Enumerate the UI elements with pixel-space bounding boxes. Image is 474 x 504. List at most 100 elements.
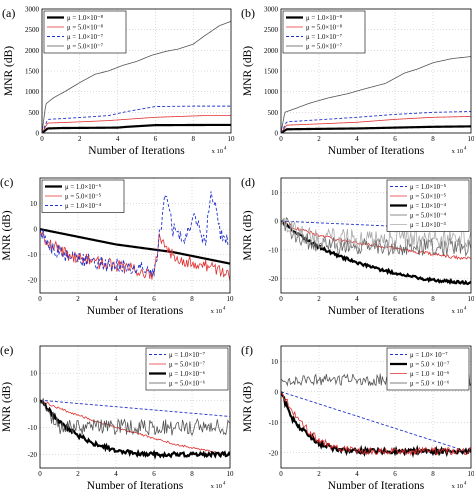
x-tick-label: 0 [38, 470, 42, 478]
y-axis-label: MNR (dB) [3, 46, 15, 96]
legend-label: μ = 5.0 × 10⁻⁶ [410, 381, 450, 388]
x-tick-label: 10 [468, 295, 474, 303]
x-tick-label: 0 [279, 135, 283, 143]
x-tick-label: 0 [38, 295, 42, 303]
legend-label: μ = 5.0×10⁻⁸ [67, 25, 104, 32]
x-tick-label: 6 [152, 295, 156, 303]
series-line-4 [281, 56, 471, 133]
legend-label: μ = 1.0×10⁻⁵ [410, 184, 447, 191]
x-multiplier: x 10 [211, 483, 222, 490]
x-tick-label: 8 [431, 135, 435, 143]
x-multiplier-exponent: 4 [223, 307, 226, 312]
x-tick-label: 0 [40, 135, 44, 143]
x-tick-label: 2 [317, 470, 321, 478]
legend-label: μ = 1.0×10⁻⁸ [67, 15, 104, 22]
y-tick-label: 0 [34, 397, 38, 405]
legend-label: μ = 5.0×10⁻⁸ [306, 25, 343, 32]
plot-frame [41, 8, 232, 134]
x-tick-label: 0 [279, 295, 283, 303]
x-tick-label: 0 [279, 470, 283, 478]
x-tick-label: 8 [190, 470, 194, 478]
panel-label: (a) [2, 6, 15, 20]
y-tick-label: 1500 [25, 68, 40, 76]
y-tick-label: 1000 [264, 88, 279, 96]
x-multiplier-exponent: 4 [223, 482, 226, 487]
y-tick-label: -10 [269, 419, 279, 427]
y-tick-label: -10 [28, 424, 38, 432]
x-tick-label: 2 [317, 135, 321, 143]
y-tick-label: 0 [275, 218, 279, 226]
x-axis-label: Number of Iterations [328, 480, 425, 492]
y-axis-label: MNR (dB) [242, 210, 254, 260]
x-tick-label: 4 [114, 470, 118, 478]
series-line-1 [281, 391, 471, 454]
x-multiplier-exponent: 4 [464, 307, 467, 312]
x-tick-label: 4 [355, 135, 359, 143]
chart-panel-b: 0 2 4 6 8 10 0 500 1000 1500 2000 2500 3000 μ = 1.0×1… [241, 6, 474, 158]
x-tick-label: 10 [468, 470, 474, 478]
x-tick-label: 2 [76, 295, 80, 303]
y-tick-label: -20 [28, 277, 38, 285]
x-tick-label: 6 [393, 295, 397, 303]
legend-label: μ = 1.0×10⁻⁵ [65, 184, 102, 191]
x-tick-label: 2 [76, 470, 80, 478]
y-tick-label: 0 [36, 130, 40, 138]
y-tick-label: 2000 [264, 47, 279, 55]
x-tick-label: 4 [355, 470, 359, 478]
y-tick-label: 0 [275, 388, 279, 396]
x-multiplier: x 10 [212, 148, 223, 155]
series-line-2 [281, 116, 471, 133]
x-axis-label: Number of Iterations [328, 305, 425, 317]
y-tick-label: 1000 [25, 88, 40, 96]
y-tick-label: 10 [30, 200, 38, 208]
series-line-4 [42, 21, 231, 133]
series-line-3 [40, 399, 230, 460]
legend-label: μ = 5.0×10⁻⁵ [410, 194, 447, 201]
x-multiplier: x 10 [452, 483, 463, 490]
y-tick-label: -10 [28, 251, 38, 259]
series-line-3 [281, 111, 471, 133]
x-multiplier: x 10 [452, 148, 463, 155]
y-tick-label: 500 [29, 109, 40, 117]
x-multiplier: x 10 [452, 308, 463, 315]
legend-label: μ = 1.0×10⁻⁴ [65, 203, 102, 210]
y-tick-label: -10 [269, 246, 279, 254]
x-tick-label: 8 [190, 295, 194, 303]
chart-panel-c: 0 2 4 6 8 10 -20 -10 0 10 μ = 1.0×10⁻⁵ μ = 5.0×10⁻⁵… [0, 175, 234, 317]
y-tick-label: -20 [28, 451, 38, 459]
panel-label: (c) [0, 175, 13, 189]
y-axis-label: MNR (dB) [242, 46, 254, 96]
y-tick-label: 10 [30, 370, 38, 378]
legend-label: μ = 1.0×10⁻⁷ [169, 352, 206, 359]
series-line-2 [40, 399, 230, 457]
y-tick-label: -20 [269, 449, 279, 457]
panel-label: (f) [241, 343, 253, 357]
x-tick-label: 10 [227, 470, 235, 478]
legend-label: μ = 5.0 × 10⁻⁷ [410, 362, 450, 369]
series-line-1 [40, 399, 230, 417]
y-tick-label: -20 [269, 275, 279, 283]
y-tick-label: 500 [268, 109, 279, 117]
panel-label: (e) [0, 343, 13, 357]
legend-label: μ = 1.0×10⁻⁸ [306, 15, 343, 22]
legend-label: μ = 1.0×10⁻³ [410, 222, 446, 229]
x-axis-label: Number of Iterations [87, 480, 184, 492]
series-line-2 [42, 115, 231, 133]
legend-label: μ = 5.0×10⁻⁵ [65, 194, 102, 201]
series-line-3 [40, 191, 230, 277]
y-axis-label: MNR (dB) [1, 210, 13, 260]
y-tick-label: 3000 [25, 6, 40, 14]
series-line-1 [40, 228, 230, 265]
plot-frame [280, 8, 472, 134]
x-tick-label: 6 [154, 135, 158, 143]
y-axis-label: MNR (dB) [242, 382, 254, 432]
series-line-1 [281, 125, 471, 133]
y-tick-label: 1500 [264, 68, 279, 76]
y-axis-label: MNR (dB) [1, 382, 13, 432]
x-tick-label: 6 [393, 135, 397, 143]
legend-label: μ = 5.0×10⁻⁶ [169, 381, 206, 388]
x-axis-label: Number of Iterations [88, 145, 185, 157]
x-multiplier-exponent: 4 [464, 147, 467, 152]
x-multiplier: x 10 [211, 308, 222, 315]
